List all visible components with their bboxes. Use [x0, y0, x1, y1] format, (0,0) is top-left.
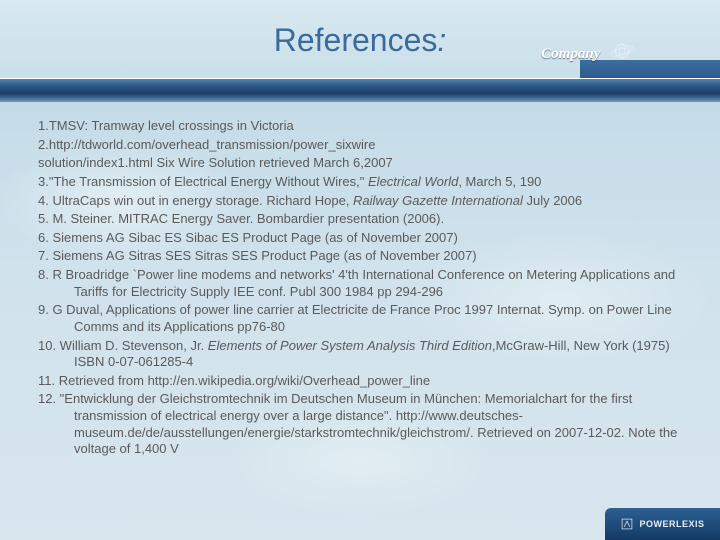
- header-shadow: [0, 96, 720, 106]
- reference-item: 10. William D. Stevenson, Jr. Elements o…: [38, 338, 682, 371]
- footer-brand: POWERLEXIS: [605, 508, 720, 540]
- references-list: 1.TMSV: Tramway level crossings in Victo…: [38, 118, 682, 508]
- footer-brand-text: POWERLEXIS: [639, 519, 704, 529]
- footer-icon: [620, 517, 634, 531]
- reference-item: 8. R Broadridge `Power line modems and n…: [38, 267, 682, 300]
- reference-item: 7. Siemens AG Sitras SES Sitras SES Prod…: [38, 248, 682, 265]
- reference-item: 9. G Duval, Applications of power line c…: [38, 302, 682, 335]
- reference-item: solution/index1.html Six Wire Solution r…: [38, 155, 682, 172]
- reference-item: 12. "Entwicklung der Gleichstromtechnik …: [38, 391, 682, 458]
- title-colon: :: [437, 22, 446, 58]
- globe-icon: [608, 37, 636, 65]
- logo-company: Company: [541, 47, 600, 62]
- reference-item: 4. UltraCaps win out in energy storage. …: [38, 193, 682, 210]
- reference-item: 5. M. Steiner. MITRAC Energy Saver. Bomb…: [38, 211, 682, 228]
- company-logo: YOUR SLOGAN HERE Company: [522, 26, 692, 76]
- italic-span: Elements of Power System Analysis Third …: [208, 338, 492, 353]
- title-text: References: [274, 22, 438, 58]
- reference-item: 2.http://tdworld.com/overhead_transmissi…: [38, 137, 682, 154]
- italic-span: Electrical World: [368, 174, 458, 189]
- reference-item: 3."The Transmission of Electrical Energy…: [38, 174, 682, 191]
- reference-item: 1.TMSV: Tramway level crossings in Victo…: [38, 118, 682, 135]
- reference-item: 11. Retrieved from http://en.wikipedia.o…: [38, 373, 682, 390]
- reference-item: 6. Siemens AG Sibac ES Sibac ES Product …: [38, 230, 682, 247]
- slide: References: YOUR SLOGAN HERE Company 1.T…: [0, 0, 720, 540]
- italic-span: Railway Gazette International: [353, 193, 523, 208]
